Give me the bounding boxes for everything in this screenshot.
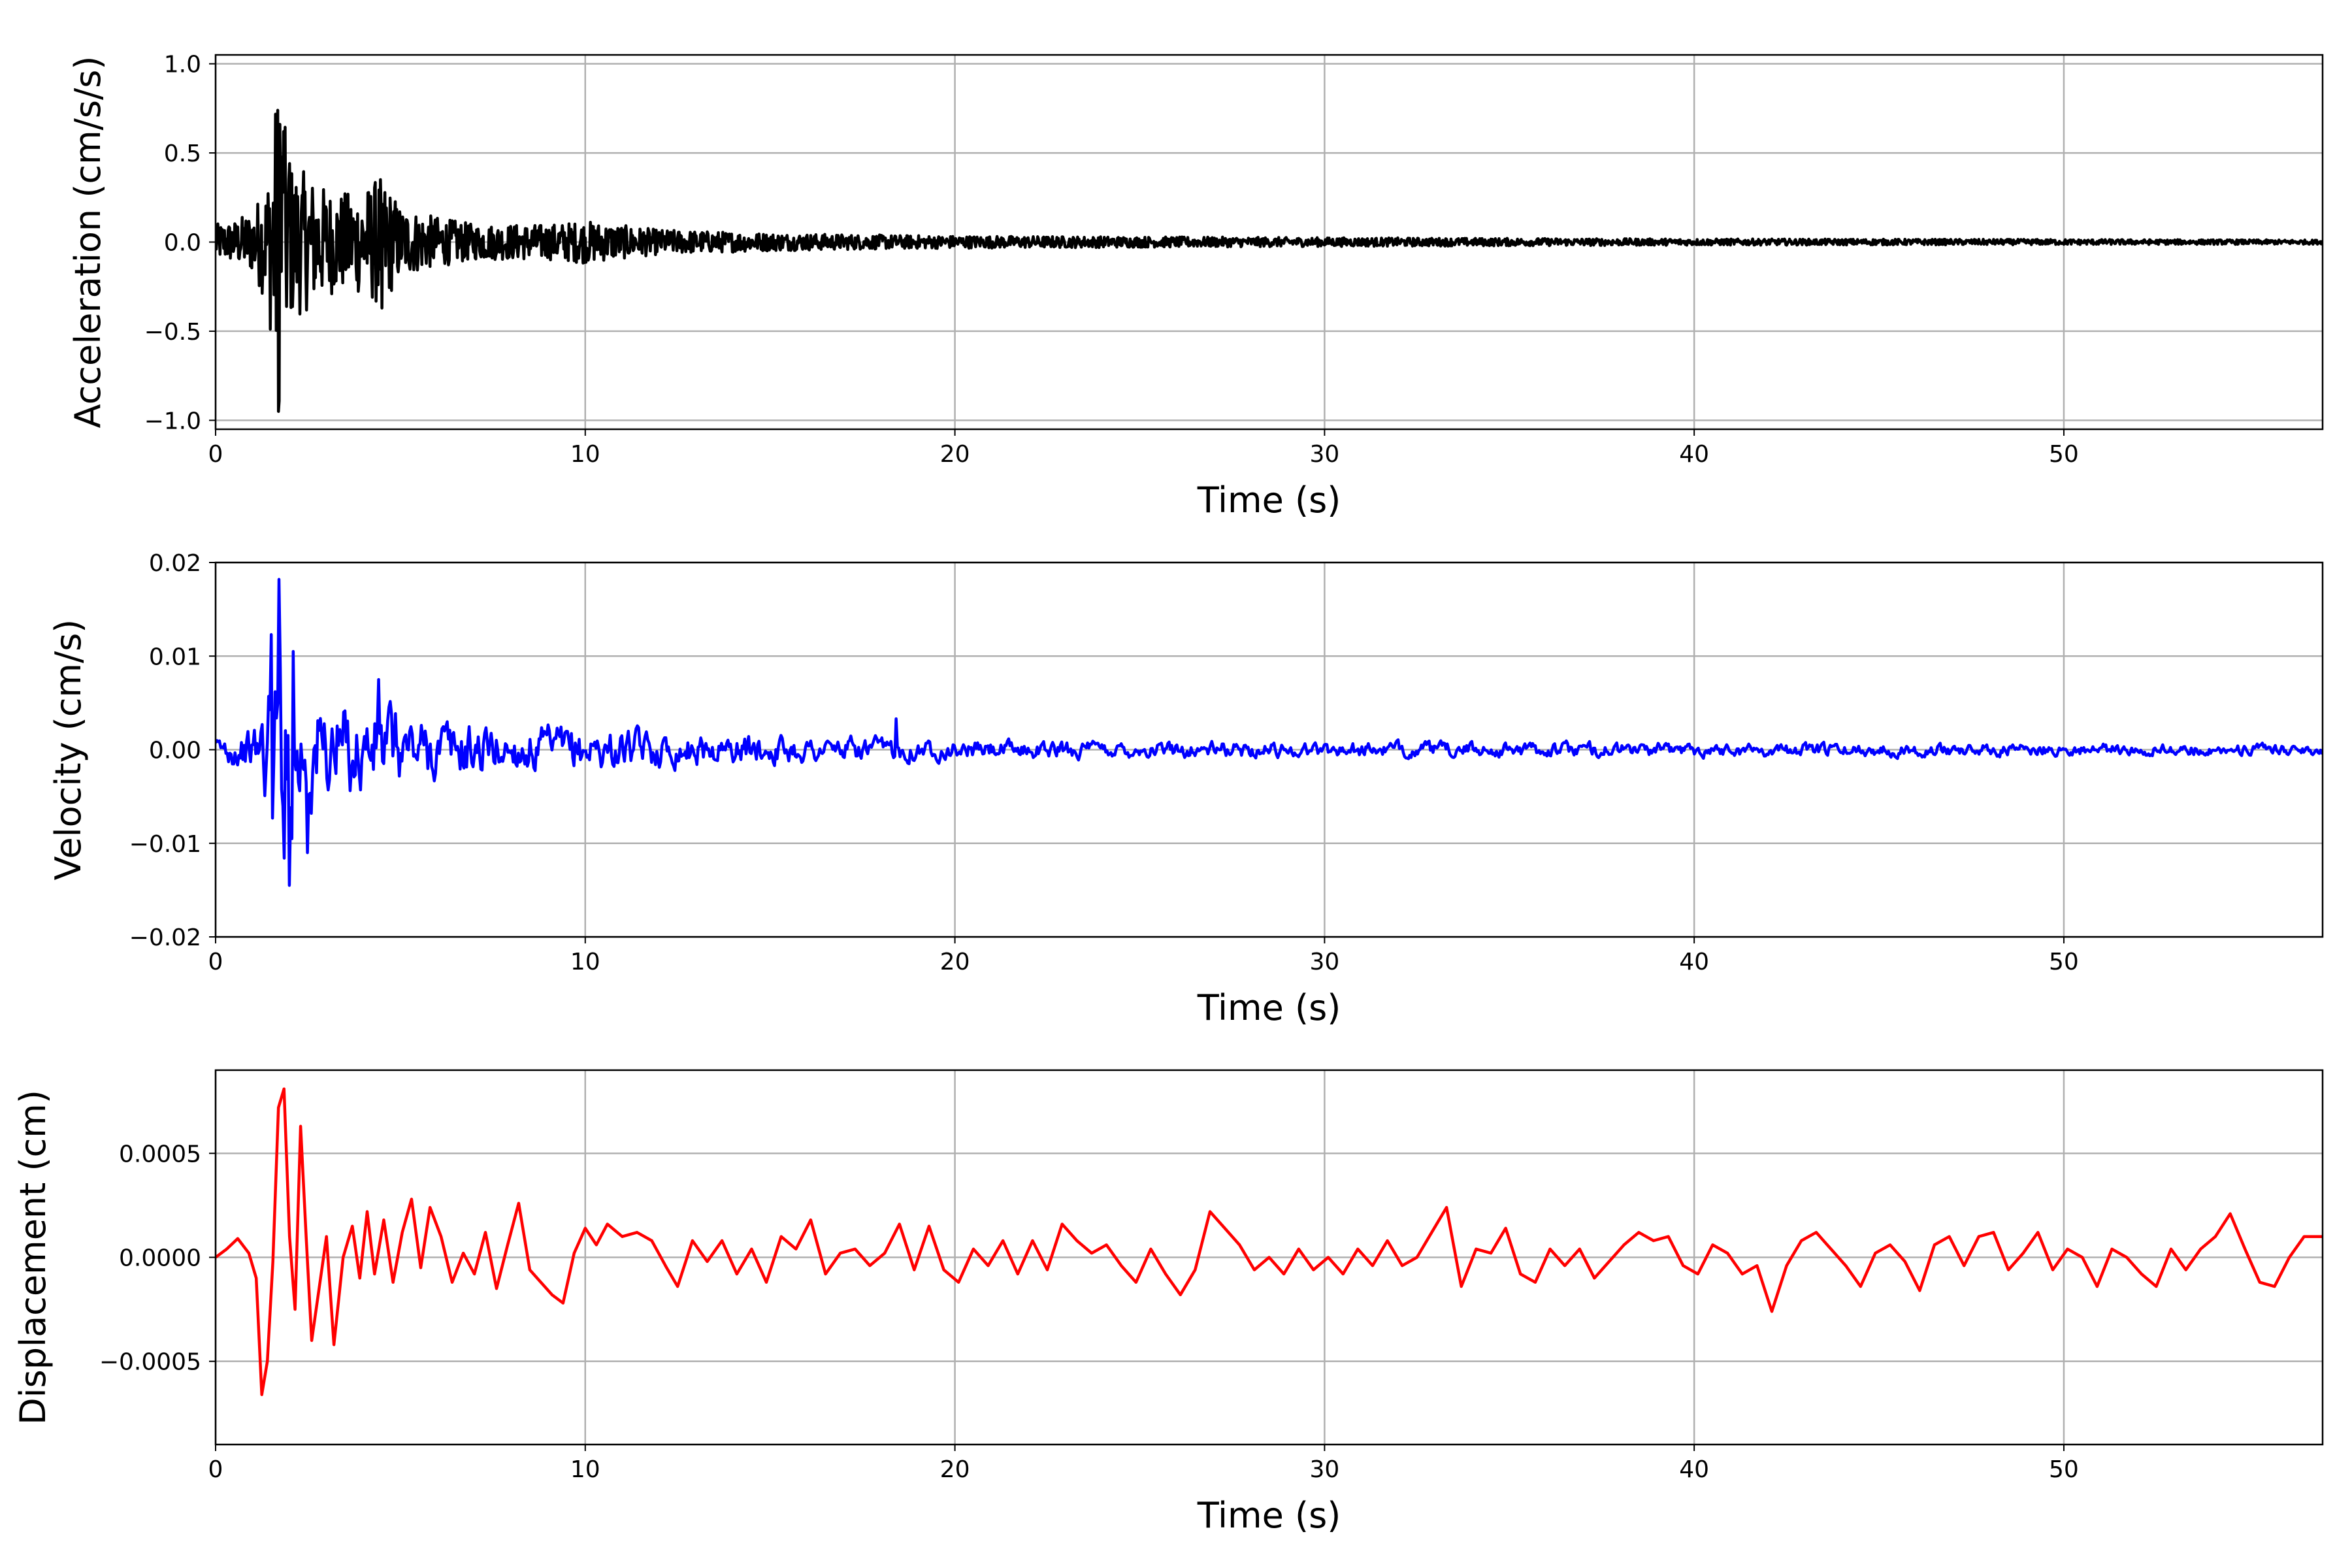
x-tick-label: 50 bbox=[2049, 441, 2079, 468]
y-tick-label: −0.02 bbox=[129, 924, 201, 951]
x-tick-label: 30 bbox=[1309, 441, 1339, 468]
x-tick-label: 50 bbox=[2049, 949, 2079, 975]
panel-velocity: 0 10 20 30 40 50 −0.02 −0.01 0.00 0.01 0.02 Time (s… bbox=[48, 550, 2324, 1028]
x-axis-label: Time (s) bbox=[1197, 1495, 1341, 1536]
y-axis-label: Velocity (cm/s) bbox=[48, 619, 89, 881]
x-axis-label: Time (s) bbox=[1197, 480, 1341, 521]
y-tick-label: 0.5 bbox=[164, 140, 201, 167]
x-tick-label: 20 bbox=[940, 949, 970, 975]
x-tick-label: 0 bbox=[208, 1456, 223, 1483]
x-tick-label: 40 bbox=[1679, 441, 1709, 468]
y-tick-label: −1.0 bbox=[144, 408, 201, 434]
x-tick-label: 40 bbox=[1679, 1456, 1709, 1483]
y-axis-label: Displacement (cm) bbox=[12, 1090, 54, 1425]
y-tick-label: 0.01 bbox=[149, 644, 201, 670]
x-tick-label: 30 bbox=[1309, 949, 1339, 975]
x-tick-label: 10 bbox=[570, 1456, 600, 1483]
x-tick-label: 40 bbox=[1679, 949, 1709, 975]
y-tick-label: −0.01 bbox=[129, 831, 201, 858]
panel-acceleration: 0 10 20 30 40 50 −1.0 −0.5 0.0 0.5 1.0 Time (s) Acce… bbox=[67, 52, 2324, 521]
displacement-trace bbox=[216, 1087, 2323, 1396]
y-axis-label: Acceleration (cm/s/s) bbox=[67, 56, 108, 429]
x-tick-label: 20 bbox=[940, 1456, 970, 1483]
velocity-trace bbox=[216, 578, 2323, 887]
y-tick-label: 0.00 bbox=[149, 738, 201, 764]
y-tick-label: 1.0 bbox=[164, 52, 201, 78]
x-axis-label: Time (s) bbox=[1197, 987, 1341, 1028]
x-tick-label: 10 bbox=[570, 949, 600, 975]
x-tick-label: 10 bbox=[570, 441, 600, 468]
y-tick-label: −0.5 bbox=[144, 319, 201, 346]
y-tick-label: 0.0000 bbox=[119, 1245, 201, 1272]
panel-displacement: 0 10 20 30 40 50 −0.0005 0.0000 0.0005 Time (s) Di… bbox=[12, 1069, 2324, 1536]
x-tick-label: 0 bbox=[208, 949, 223, 975]
y-tick-label: 0.02 bbox=[149, 550, 201, 577]
acceleration-trace bbox=[216, 108, 2323, 413]
y-tick-label: 0.0005 bbox=[119, 1141, 201, 1168]
x-tick-label: 50 bbox=[2049, 1456, 2079, 1483]
y-tick-label: 0.0 bbox=[164, 230, 201, 257]
x-tick-label: 20 bbox=[940, 441, 970, 468]
x-tick-label: 30 bbox=[1309, 1456, 1339, 1483]
y-tick-label: −0.0005 bbox=[99, 1349, 201, 1376]
x-tick-label: 0 bbox=[208, 441, 223, 468]
